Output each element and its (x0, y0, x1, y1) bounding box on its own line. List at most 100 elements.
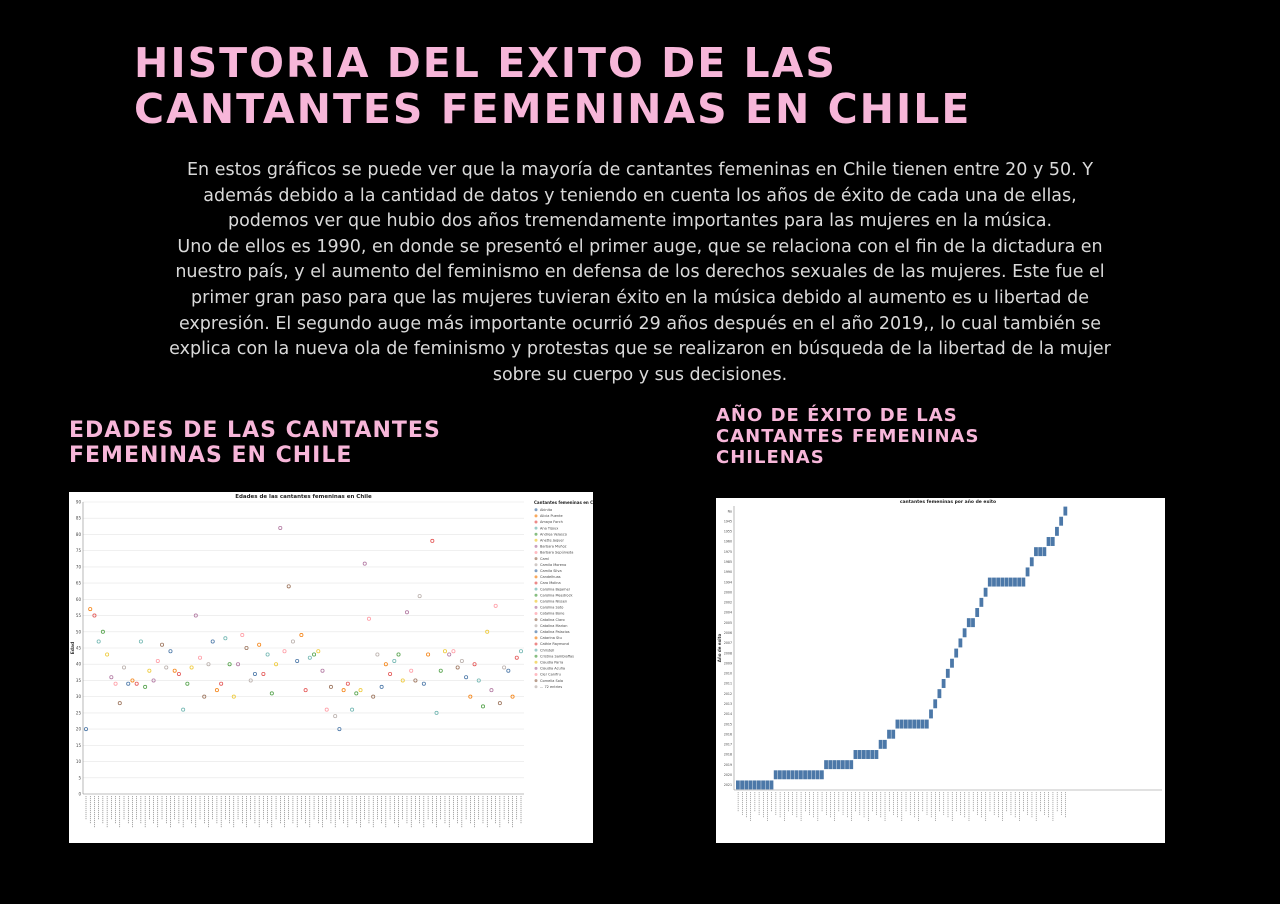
data-point (223, 636, 228, 641)
data-point (485, 629, 490, 634)
legend-swatch (534, 520, 538, 524)
bar (878, 739, 883, 749)
ages-section-title-line-1: EDADES DE LAS CANTANTES (69, 418, 441, 443)
bar (954, 648, 959, 658)
data-point (409, 668, 414, 673)
bar (840, 760, 845, 770)
legend-swatch (534, 679, 538, 683)
legend-entry: Cornelia Sola (540, 679, 563, 683)
bar (1038, 547, 1043, 557)
bar (824, 760, 828, 770)
y-tick-label: 85 (76, 516, 82, 521)
data-point (379, 684, 384, 689)
years-section-title-line-2: CANTANTES FEMENINAS (716, 426, 980, 447)
data-point (176, 671, 181, 676)
data-point (320, 668, 325, 673)
data-point (438, 668, 443, 673)
bar (811, 770, 816, 780)
data-point (257, 642, 262, 647)
data-point (299, 633, 304, 638)
data-point (210, 639, 215, 644)
data-point (312, 652, 317, 657)
bar (887, 729, 891, 739)
data-point (181, 707, 186, 712)
bar (798, 770, 803, 780)
legend-title: Cantantes femeninas en Chile (534, 500, 593, 505)
y-tick-label: 80 (76, 532, 82, 537)
data-point (328, 684, 333, 689)
legend-swatch (534, 618, 538, 622)
data-point (160, 642, 165, 647)
description-line: podemos ver que hubio dos años tremendam… (227, 211, 1053, 232)
y-tick-label: 1945 (724, 519, 732, 523)
data-point (316, 649, 321, 654)
bar (1034, 547, 1038, 557)
y-tick-label: 2013 (724, 702, 732, 706)
chart-title: cantantes femeninas por año de exito (900, 499, 996, 505)
legend-entry: Cathie Raymond (540, 642, 569, 646)
y-tick-label: 2017 (724, 743, 732, 747)
data-point (324, 707, 329, 712)
bar (979, 597, 984, 607)
description-line: En estos gráficos se puede ver que la ma… (186, 160, 1094, 180)
data-point (392, 658, 397, 663)
bar (1046, 537, 1051, 546)
bar (832, 760, 837, 770)
bar (794, 770, 799, 780)
data-point (337, 727, 342, 732)
legend-entry: Carolina Soto (540, 606, 563, 610)
data-point (426, 652, 431, 657)
y-tick-label: 2010 (724, 672, 732, 676)
bar (1059, 516, 1064, 526)
bar (891, 729, 896, 739)
data-point (383, 662, 388, 667)
data-point (227, 662, 232, 667)
legend-swatch (534, 526, 538, 530)
bar (773, 770, 778, 780)
bar (992, 577, 996, 587)
data-point (261, 671, 266, 676)
bar (1021, 577, 1026, 587)
data-point (244, 645, 249, 650)
bar (933, 699, 938, 709)
bar (882, 739, 887, 749)
data-point (92, 613, 97, 618)
data-point (219, 681, 224, 686)
legend-swatch (534, 544, 538, 548)
bar (748, 780, 753, 790)
data-point (265, 652, 270, 657)
y-tick-label: 2011 (724, 682, 732, 686)
data-point (514, 655, 519, 660)
legend-entry: Catarina Stu (540, 636, 562, 640)
legend-entry: Anette Jaquer (540, 539, 565, 543)
bars-group (736, 506, 1068, 790)
data-point (269, 691, 274, 696)
y-tick-label: 2018 (724, 753, 732, 757)
data-point (396, 652, 401, 657)
legend-swatch (534, 538, 538, 542)
y-tick-label: 55 (76, 613, 82, 618)
data-point (172, 668, 177, 673)
y-tick-label: No (728, 509, 732, 513)
legend-swatch (534, 557, 538, 561)
bar (966, 618, 971, 628)
y-tick-label: 1985 (724, 560, 732, 564)
bar (803, 770, 807, 780)
bar (828, 760, 833, 770)
bar (937, 689, 942, 699)
bar (945, 668, 950, 678)
data-point (417, 594, 422, 599)
y-tick-label: 2006 (724, 631, 732, 635)
y-tick-label: 0 (78, 792, 81, 797)
legend-entry: ... 72 entries (540, 685, 562, 689)
bar (853, 750, 858, 759)
data-point (96, 639, 101, 644)
data-point (126, 681, 131, 686)
data-point (274, 662, 279, 667)
legend-swatch (534, 648, 538, 652)
legend-swatch (534, 514, 538, 518)
y-tick-label: 1990 (724, 570, 732, 574)
data-point (362, 561, 367, 566)
y-tick-label: 2002 (724, 601, 732, 605)
data-point (341, 688, 346, 693)
